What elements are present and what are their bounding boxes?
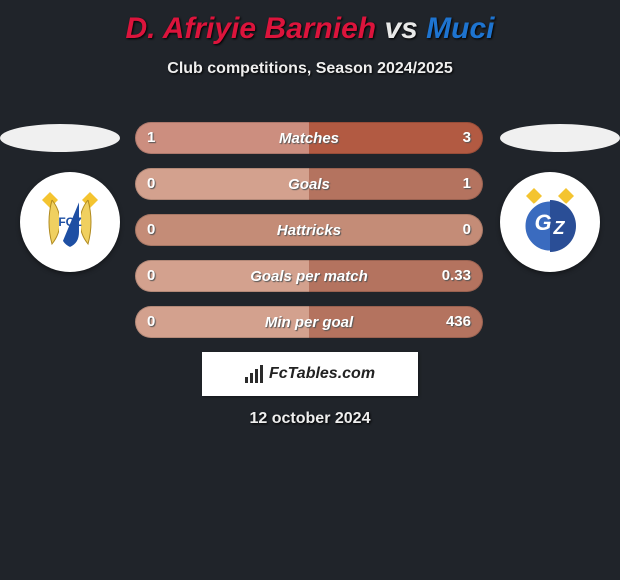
svg-text:FCZ: FCZ <box>58 215 81 229</box>
team-badge-right: G Z <box>500 172 600 272</box>
vs-separator: vs <box>384 12 417 45</box>
grasshoppers-crest-icon: G Z <box>510 182 590 262</box>
stat-row: 0Goals1 <box>135 168 483 200</box>
player2-name: Muci <box>426 12 494 45</box>
footer-date: 12 october 2024 <box>0 410 620 428</box>
stat-row: 0Hattricks0 <box>135 214 483 246</box>
stat-value-right: 1 <box>463 168 471 200</box>
stat-label: Goals per match <box>135 268 483 285</box>
page-title: D. Afriyie Barnieh vs Muci <box>0 0 620 46</box>
stat-value-left: 0 <box>147 260 155 292</box>
stat-row: 0Min per goal436 <box>135 306 483 338</box>
stat-value-left: 0 <box>147 306 155 338</box>
stat-label: Hattricks <box>135 222 483 239</box>
svg-text:Z: Z <box>553 218 566 238</box>
player1-silhouette <box>0 124 120 152</box>
fcz-crest-icon: FCZ <box>30 182 110 262</box>
stat-label: Min per goal <box>135 314 483 331</box>
svg-text:G: G <box>534 210 551 235</box>
stat-value-left: 1 <box>147 122 155 154</box>
player2-silhouette <box>500 124 620 152</box>
stat-label: Matches <box>135 130 483 147</box>
stat-value-right: 0.33 <box>442 260 471 292</box>
stat-label: Goals <box>135 176 483 193</box>
stat-value-right: 0 <box>463 214 471 246</box>
stat-row: 1Matches3 <box>135 122 483 154</box>
stat-row: 0Goals per match0.33 <box>135 260 483 292</box>
subtitle: Club competitions, Season 2024/2025 <box>0 60 620 78</box>
stats-list: 1Matches30Goals10Hattricks00Goals per ma… <box>135 122 485 352</box>
team-badge-left: FCZ <box>20 172 120 272</box>
brand-name: FcTables.com <box>269 365 375 383</box>
bars-icon <box>245 365 263 383</box>
brand-box: FcTables.com <box>202 352 418 396</box>
stat-value-left: 0 <box>147 168 155 200</box>
stat-value-right: 3 <box>463 122 471 154</box>
stat-value-left: 0 <box>147 214 155 246</box>
player1-name: D. Afriyie Barnieh <box>125 12 376 45</box>
stat-value-right: 436 <box>446 306 471 338</box>
